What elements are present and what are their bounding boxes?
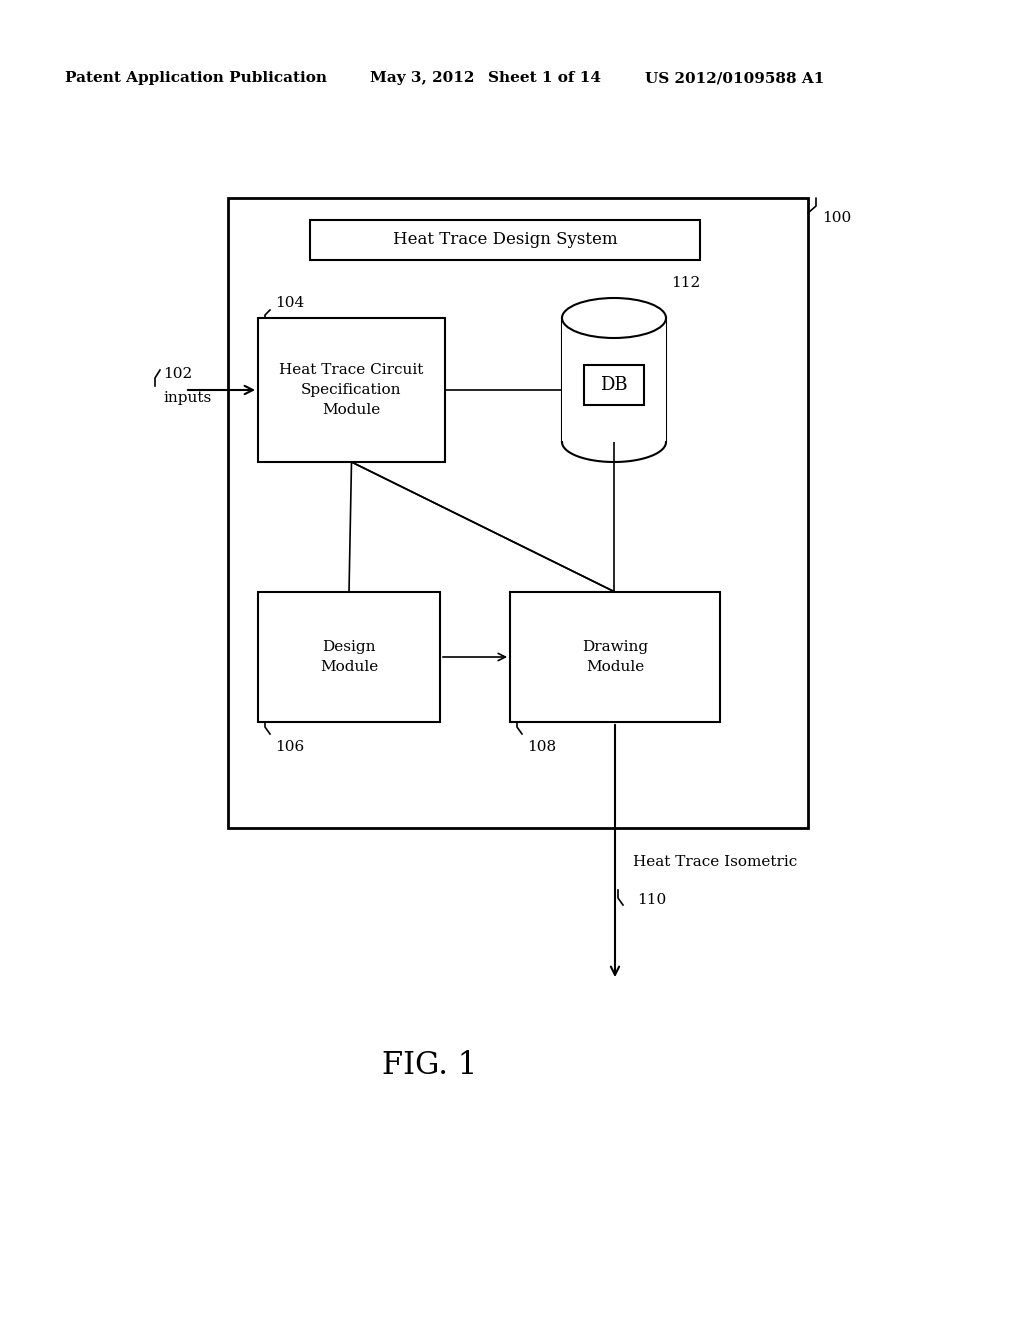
Text: 100: 100 [822, 211, 851, 224]
Text: 112: 112 [671, 276, 700, 290]
Text: Drawing
Module: Drawing Module [582, 640, 648, 673]
Bar [584, 366, 644, 405]
Bar [562, 315, 666, 442]
Text: Heat Trace Isometric: Heat Trace Isometric [633, 855, 798, 869]
Bar [258, 591, 440, 722]
Bar [258, 318, 445, 462]
Ellipse shape [562, 298, 666, 338]
Text: 102: 102 [163, 367, 193, 381]
Bar [310, 220, 700, 260]
Text: Design
Module: Design Module [319, 640, 378, 673]
Text: Patent Application Publication: Patent Application Publication [65, 71, 327, 84]
Text: Heat Trace Design System: Heat Trace Design System [392, 231, 617, 248]
Text: 110: 110 [637, 894, 667, 907]
Bar [228, 198, 808, 828]
Text: inputs: inputs [163, 391, 211, 405]
Text: 108: 108 [527, 741, 556, 754]
Text: US 2012/0109588 A1: US 2012/0109588 A1 [645, 71, 824, 84]
Text: May 3, 2012: May 3, 2012 [370, 71, 474, 84]
Text: 104: 104 [275, 296, 304, 310]
Text: Sheet 1 of 14: Sheet 1 of 14 [488, 71, 601, 84]
Text: DB: DB [600, 376, 628, 393]
Bar [510, 591, 720, 722]
Text: 106: 106 [275, 741, 304, 754]
Text: Heat Trace Circuit
Specification
Module: Heat Trace Circuit Specification Module [280, 363, 424, 417]
Text: FIG. 1: FIG. 1 [382, 1049, 477, 1081]
